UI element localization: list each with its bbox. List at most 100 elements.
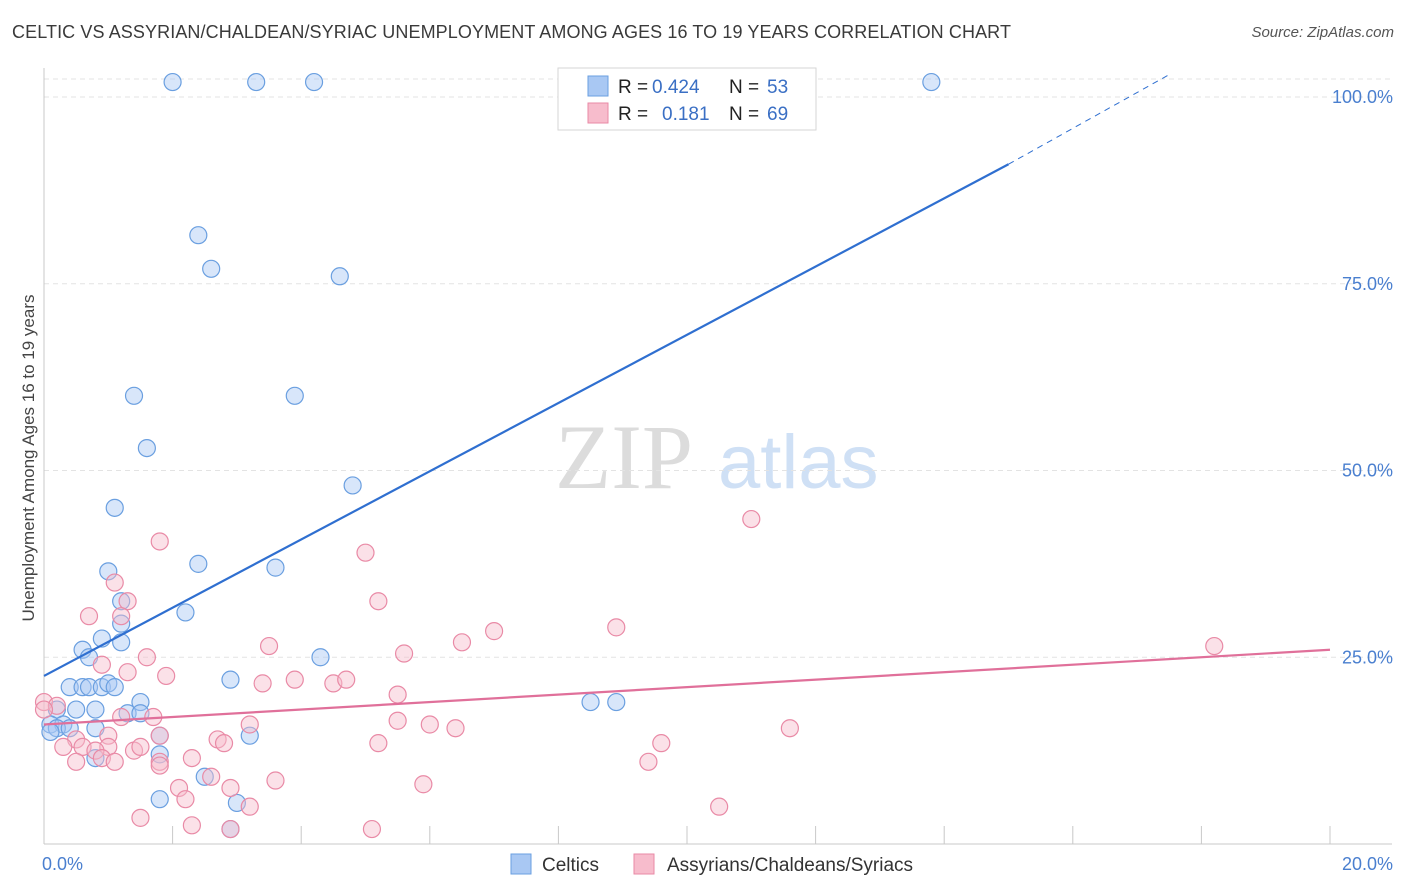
assyrians-point [710, 797, 729, 816]
watermark-zip: ZIP [555, 406, 693, 508]
bottom-legend-label-assyrians: Assyrians/Chaldeans/Syriacs [667, 855, 913, 876]
celtics-point [67, 700, 86, 719]
celtics-point [112, 592, 131, 611]
assyrians-point [285, 670, 304, 689]
legend-n-value-assyrians: 69 [767, 104, 788, 125]
assyrians-point [105, 752, 124, 771]
assyrians-point [337, 670, 356, 689]
assyrians-point [34, 700, 54, 719]
celtics-point [163, 72, 182, 92]
assyrians-point [780, 719, 799, 738]
assyrians-point [369, 734, 388, 753]
assyrians-point [131, 808, 150, 827]
chart-title: CELTIC VS ASSYRIAN/CHALDEAN/SYRIAC UNEMP… [12, 22, 1012, 42]
celtics-point [202, 259, 221, 278]
legend-n-label-celtics: N = [729, 77, 759, 98]
assyrians-point [150, 532, 169, 551]
assyrians-point [452, 633, 472, 652]
x-tick-label: 20.0% [1342, 854, 1393, 874]
celtics-point [99, 562, 118, 581]
assyrians-trend-line [43, 648, 1331, 726]
assyrians-point [150, 726, 169, 745]
legend-swatch-celtics [587, 75, 609, 97]
celtics-point [60, 678, 79, 697]
assyrians-point [369, 592, 388, 611]
assyrians-point [118, 592, 137, 611]
legend-n-value-celtics: 53 [767, 77, 788, 98]
celtics-point [266, 558, 285, 577]
assyrians-point [176, 790, 195, 809]
assyrians-point [362, 819, 382, 839]
assyrians-point [202, 767, 221, 786]
assyrians-point [1205, 636, 1224, 656]
assyrians-point [742, 509, 761, 529]
source-credit: Source: ZipAtlas.com [1251, 24, 1394, 41]
celtics-point [41, 722, 60, 742]
assyrians-point [118, 663, 137, 682]
legend-n-label-assyrians: N = [729, 104, 759, 125]
gridlines [44, 78, 1392, 658]
assyrians-point [54, 737, 73, 756]
celtics-point [311, 648, 330, 667]
assyrians-point [414, 775, 433, 794]
assyrians-point [485, 622, 504, 641]
assyrians-point [169, 778, 189, 798]
assyrians-point [92, 655, 111, 674]
celtics-point [304, 72, 324, 92]
assyrians-point [67, 752, 86, 771]
assyrians-point [388, 711, 407, 730]
celtics-point [285, 386, 304, 405]
y-tick-label: 100.0% [1332, 87, 1393, 107]
assyrians-point [394, 644, 414, 663]
y-tick-label: 50.0% [1342, 461, 1393, 481]
assyrians-point [240, 715, 259, 734]
celtics-trend-line [43, 163, 1010, 677]
celtics-point [105, 678, 124, 697]
celtics-point [581, 692, 600, 712]
celtics-point [607, 692, 626, 712]
assyrians-point [112, 707, 131, 727]
celtics-point [86, 700, 105, 719]
celtics-point [150, 790, 169, 809]
y-axis-ticks: 25.0% 50.0% 75.0% 100.0% [1332, 87, 1393, 667]
assyrians-point [266, 771, 285, 790]
celtics-point [112, 633, 131, 652]
assyrians-point [607, 618, 626, 637]
assyrians-point [131, 737, 150, 756]
assyrians-point [388, 685, 407, 704]
assyrians-point [420, 715, 439, 734]
y-axis-label: Unemployment Among Ages 16 to 19 years [19, 295, 38, 622]
assyrians-point [214, 734, 234, 753]
x-axis-ticks: 0.0% 20.0% [42, 854, 1393, 874]
assyrians-point [182, 748, 201, 768]
legend-r-value-celtics: 0.424 [652, 77, 700, 98]
legend-r-label-celtics: R = [618, 77, 648, 98]
assyrians-point [105, 573, 124, 592]
celtics-point [343, 476, 362, 495]
legend-box: R = 0.424 N = 53 R = 0.181 N = 69 [557, 67, 817, 131]
celtics-trend-extension [1008, 74, 1170, 165]
legend-r-label-assyrians: R = [618, 104, 648, 125]
assyrians-point [221, 819, 240, 839]
y-tick-label: 25.0% [1342, 647, 1393, 667]
celtics-point [247, 72, 266, 92]
celtics-point [189, 226, 208, 245]
assyrians-point [639, 752, 658, 771]
celtics-point [137, 438, 156, 458]
assyrians-point [240, 797, 259, 816]
bottom-legend-label-celtics: Celtics [542, 855, 599, 876]
bottom-legend: Celtics Assyrians/Chaldeans/Syriacs [510, 853, 913, 876]
assyrians-point [150, 756, 169, 775]
celtics-point [922, 72, 941, 92]
assyrians-point [182, 816, 201, 835]
assyrians-point [259, 636, 279, 656]
assyrians-point [253, 674, 272, 693]
x-tick-label: 0.0% [42, 854, 83, 874]
celtics-point [189, 554, 208, 573]
legend-r-value-assyrians: 0.181 [662, 104, 710, 125]
assyrians-point [112, 607, 131, 626]
assyrians-point [157, 666, 176, 686]
bottom-legend-swatch-celtics [510, 853, 532, 875]
assyrians-point [137, 648, 156, 667]
